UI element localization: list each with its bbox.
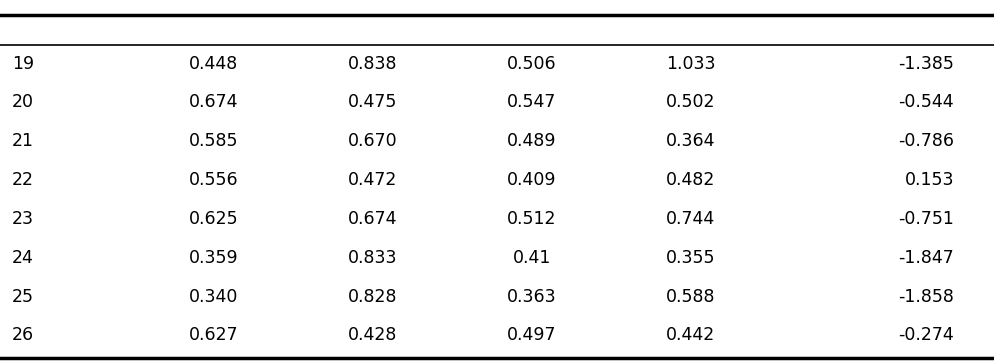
Text: -0.274: -0.274 xyxy=(899,326,954,344)
Text: 0.585: 0.585 xyxy=(189,132,239,150)
Text: 0.497: 0.497 xyxy=(507,326,557,344)
Text: 0.364: 0.364 xyxy=(666,132,716,150)
Text: 0.153: 0.153 xyxy=(905,171,954,189)
Text: 0.475: 0.475 xyxy=(348,93,398,111)
Text: 0.41: 0.41 xyxy=(513,249,551,267)
Text: 0.625: 0.625 xyxy=(189,210,239,228)
Text: 0.512: 0.512 xyxy=(507,210,557,228)
Text: 0.409: 0.409 xyxy=(507,171,557,189)
Text: -0.751: -0.751 xyxy=(899,210,954,228)
Text: 0.833: 0.833 xyxy=(348,249,398,267)
Text: 0.674: 0.674 xyxy=(189,93,239,111)
Text: 0.359: 0.359 xyxy=(189,249,239,267)
Text: 0.506: 0.506 xyxy=(507,54,557,73)
Text: 0.428: 0.428 xyxy=(348,326,398,344)
Text: 25: 25 xyxy=(12,287,34,306)
Text: -0.786: -0.786 xyxy=(899,132,954,150)
Text: 0.744: 0.744 xyxy=(666,210,716,228)
Text: -0.544: -0.544 xyxy=(899,93,954,111)
Text: 0.670: 0.670 xyxy=(348,132,398,150)
Text: 24: 24 xyxy=(12,249,34,267)
Text: 0.502: 0.502 xyxy=(666,93,716,111)
Text: 1.033: 1.033 xyxy=(666,54,716,73)
Text: 0.556: 0.556 xyxy=(189,171,239,189)
Text: 0.588: 0.588 xyxy=(666,287,716,306)
Text: 0.448: 0.448 xyxy=(189,54,239,73)
Text: 0.828: 0.828 xyxy=(348,287,398,306)
Text: 0.363: 0.363 xyxy=(507,287,557,306)
Text: 21: 21 xyxy=(12,132,34,150)
Text: 22: 22 xyxy=(12,171,34,189)
Text: 0.547: 0.547 xyxy=(507,93,557,111)
Text: 26: 26 xyxy=(12,326,34,344)
Text: 0.340: 0.340 xyxy=(189,287,239,306)
Text: -1.847: -1.847 xyxy=(899,249,954,267)
Text: -1.385: -1.385 xyxy=(899,54,954,73)
Text: 0.355: 0.355 xyxy=(666,249,716,267)
Text: -1.858: -1.858 xyxy=(899,287,954,306)
Text: 0.482: 0.482 xyxy=(666,171,716,189)
Text: 0.627: 0.627 xyxy=(189,326,239,344)
Text: 0.838: 0.838 xyxy=(348,54,398,73)
Text: 0.472: 0.472 xyxy=(348,171,398,189)
Text: 0.442: 0.442 xyxy=(666,326,716,344)
Text: 20: 20 xyxy=(12,93,34,111)
Text: 0.489: 0.489 xyxy=(507,132,557,150)
Text: 19: 19 xyxy=(12,54,34,73)
Text: 0.674: 0.674 xyxy=(348,210,398,228)
Text: 23: 23 xyxy=(12,210,34,228)
